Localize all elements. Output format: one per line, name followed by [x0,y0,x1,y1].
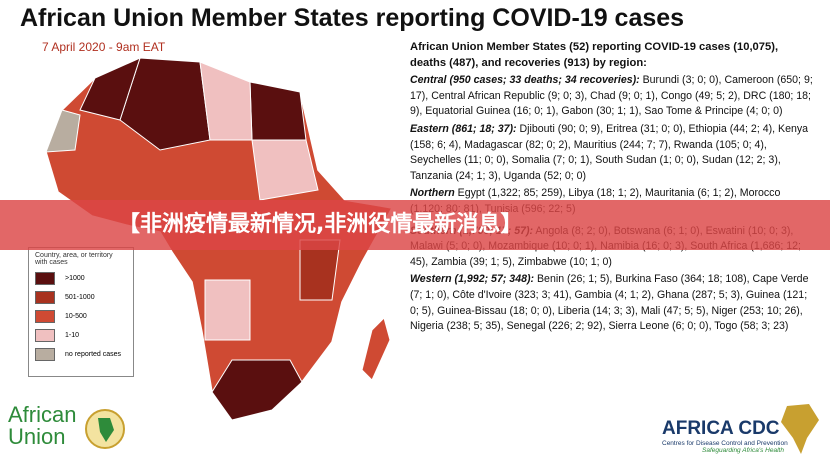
region-text: Djibouti (90; 0; 9), Eritrea (31; 0; 0),… [410,122,809,182]
legend-item: 10-500 [35,310,133,323]
title: African Union Member States reporting CO… [20,4,685,32]
banner: 【非洲疫情最新情况,非洲役情最新消息】 [0,200,830,250]
date: 7 April 2020 - 9am EAT [42,40,166,54]
legend-item: 501-1000 [35,291,133,304]
cdc-name: AFRICA CDC [662,418,780,439]
legend-item: no reported cases [35,348,133,361]
legend-swatch [35,329,55,342]
region-label: Western (1,992; 57; 348): [410,273,535,286]
legend-label: no reported cases [65,351,122,358]
region: Western (1,992; 57; 348): Benin (26; 1; … [410,272,815,334]
region-label: Northern [410,187,455,200]
au-word: Union [8,424,66,449]
region-text: Benin (26; 1; 5), Burkina Faso (364; 18;… [410,273,809,333]
legend-swatch [35,310,55,323]
legend-item: 1-10 [35,329,133,342]
cdc-logo: AFRICA CDC Centres for Disease Control a… [662,418,788,454]
legend-swatch [35,291,55,304]
region-text: Burundi (3; 0; 0), Cameroon (650; 9; 17)… [410,74,813,118]
cdc-sub: Centres for Disease Control and Preventi… [662,440,788,447]
region-label: Eastern (861; 18; 37): [410,122,517,135]
legend-label: 1-10 [65,332,80,339]
region: Eastern (861; 18; 37): Djibouti (90; 0; … [410,122,815,184]
cdc-tagline: Safeguarding Africa's Health [702,447,784,454]
region: Central (950 cases; 33 deaths; 34 recove… [410,73,815,120]
legend-item: >1000 [35,272,133,285]
legend-label: 501-1000 [65,294,95,301]
au-emblem [85,409,125,449]
legend: Country, area, or territory with cases >… [28,247,134,377]
legend-label: >1000 [65,275,85,282]
legend-label: 10-500 [65,313,87,320]
legend-swatch [35,348,55,361]
au-logo: African Union [8,404,76,448]
summary-heading: African Union Member States (52) reporti… [410,41,779,69]
cdc-emblem [781,404,819,454]
au-word: African [8,402,77,427]
summary: African Union Member States (52) reporti… [410,40,815,337]
legend-swatch [35,272,55,285]
legend-title: Country, area, or territory with cases [35,252,113,266]
region-label: Central (950 cases; 33 deaths; 34 recove… [410,74,640,87]
